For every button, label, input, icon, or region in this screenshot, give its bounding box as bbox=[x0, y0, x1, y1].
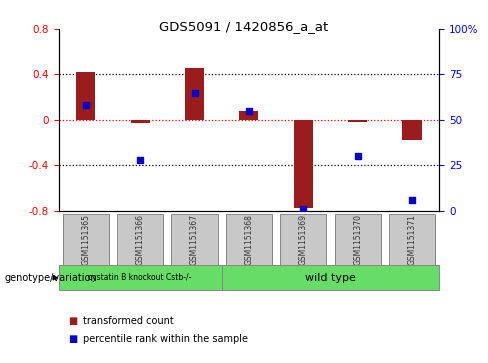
Bar bbox=[171, 214, 218, 265]
Bar bbox=[403, 120, 422, 140]
Point bbox=[82, 102, 90, 108]
Point bbox=[245, 108, 253, 114]
Text: GSM1151367: GSM1151367 bbox=[190, 214, 199, 265]
Text: transformed count: transformed count bbox=[83, 316, 174, 326]
Bar bbox=[222, 265, 439, 290]
Point bbox=[136, 157, 144, 163]
Text: percentile rank within the sample: percentile rank within the sample bbox=[83, 334, 248, 344]
Bar bbox=[335, 214, 381, 265]
Bar bbox=[76, 72, 95, 120]
Bar bbox=[117, 214, 163, 265]
Text: genotype/variation: genotype/variation bbox=[5, 273, 98, 283]
Text: GSM1151368: GSM1151368 bbox=[244, 214, 253, 265]
Text: ■: ■ bbox=[68, 334, 78, 344]
Bar bbox=[280, 214, 326, 265]
Bar bbox=[131, 120, 150, 123]
Point bbox=[299, 206, 307, 212]
Bar bbox=[226, 214, 272, 265]
Bar bbox=[239, 111, 259, 120]
Point bbox=[408, 197, 416, 203]
Point bbox=[354, 153, 362, 159]
Bar bbox=[389, 214, 435, 265]
Text: cystatin B knockout Cstb-/-: cystatin B knockout Cstb-/- bbox=[88, 273, 192, 282]
Text: GSM1151371: GSM1151371 bbox=[407, 214, 417, 265]
Bar bbox=[185, 68, 204, 120]
Bar bbox=[294, 120, 313, 208]
Text: ■: ■ bbox=[68, 316, 78, 326]
Bar bbox=[348, 120, 367, 122]
Text: wild type: wild type bbox=[305, 273, 356, 283]
Bar bbox=[62, 214, 109, 265]
Text: GSM1151365: GSM1151365 bbox=[81, 214, 90, 265]
Text: GDS5091 / 1420856_a_at: GDS5091 / 1420856_a_at bbox=[160, 20, 328, 33]
Point bbox=[191, 90, 199, 95]
Text: GSM1151369: GSM1151369 bbox=[299, 214, 308, 265]
Text: GSM1151370: GSM1151370 bbox=[353, 214, 362, 265]
Text: GSM1151366: GSM1151366 bbox=[136, 214, 144, 265]
Bar bbox=[59, 265, 222, 290]
